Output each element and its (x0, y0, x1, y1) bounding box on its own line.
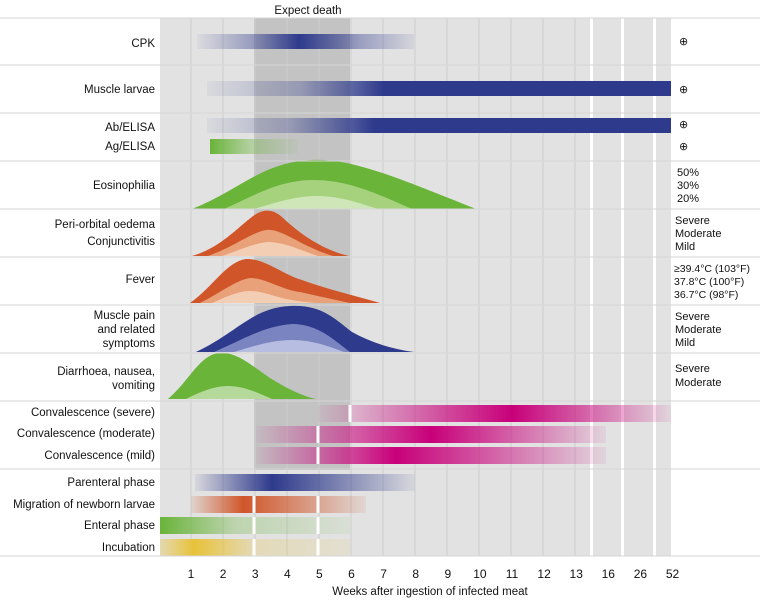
right-label: 20% (677, 193, 699, 205)
axis-break (653, 18, 656, 556)
x-tick-label: 9 (444, 567, 451, 581)
row-separators (0, 17, 760, 557)
gi-areas (168, 352, 316, 399)
x-tick-label: 12 (537, 567, 551, 581)
right-label: ⊕ (679, 36, 688, 48)
row-label: Diarrhoea, nausea, (57, 366, 155, 378)
row-label: Muscle larvae (84, 84, 155, 96)
convalescence-mild-bar (256, 447, 606, 464)
cpk-bar (197, 34, 414, 49)
row-label: Parenteral phase (67, 477, 155, 489)
row-label: symptoms (103, 338, 156, 350)
right-label: ⊕ (679, 141, 688, 153)
row-label: Ag/ELISA (105, 141, 155, 153)
right-label: ⊕ (679, 84, 688, 96)
gi-severe-area (168, 352, 316, 399)
right-label: Moderate (675, 228, 721, 240)
parenteral-phase-bar (195, 474, 415, 491)
migration-larvae-bar (191, 496, 366, 513)
x-tick-label: 11 (506, 567, 519, 581)
x-tick-label: 4 (284, 567, 291, 581)
row-label: Muscle pain (94, 310, 155, 322)
eosinophilia-20-area (254, 196, 378, 209)
right-label: Severe (675, 311, 710, 323)
axis-breaks (590, 18, 656, 556)
right-label: Severe (675, 215, 710, 227)
x-tick-label: 1 (188, 567, 195, 581)
right-label: 50% (677, 167, 699, 179)
right-labels: ⊕ ⊕ ⊕ ⊕ 50% 30% 20% Severe Moderate Mild… (674, 36, 750, 389)
fever-areas (190, 258, 380, 303)
row-label: Incubation (102, 542, 155, 554)
bar-separators (252, 405, 352, 556)
row-label: Fever (126, 274, 156, 286)
x-axis-ticks: 1 2 3 4 5 6 7 8 9 10 11 12 13 16 26 52 (188, 567, 680, 581)
eosinophilia-30-area (224, 180, 412, 209)
row-label: Enteral phase (84, 520, 155, 532)
x-tick-label: 7 (380, 567, 387, 581)
row-labels: CPK Muscle larvae Ab/ELISA Ag/ELISA Eosi… (13, 38, 156, 554)
x-tick-label: 2 (220, 567, 227, 581)
week-gridlines (190, 18, 576, 556)
row-label: and related (97, 324, 155, 336)
right-label: 36.7°C (98°F) (674, 289, 738, 301)
row-label: Convalescence (mild) (44, 450, 155, 462)
muscle-pain-mild-area (234, 340, 344, 352)
eosinophilia-areas (192, 159, 476, 209)
row-label: vomiting (112, 380, 155, 392)
fever-mild-area (212, 291, 320, 303)
x-axis-title: Weeks after ingestion of infected meat (332, 586, 528, 598)
right-label: ≥39.4°C (103°F) (674, 263, 750, 275)
right-label: 37.8°C (100°F) (674, 276, 744, 288)
convalescence-severe-bar (318, 405, 671, 422)
x-tick-label: 3 (252, 567, 259, 581)
ag-elisa-bar (210, 139, 298, 154)
row-label: Eosinophilia (93, 180, 156, 192)
periorbital-areas (192, 210, 349, 256)
row-label: Conjunctivitis (87, 236, 155, 248)
x-tick-label: 6 (348, 567, 355, 581)
x-tick-label: 8 (412, 567, 419, 581)
right-label: Moderate (675, 377, 721, 389)
x-tick-label: 5 (316, 567, 323, 581)
axis-break (590, 18, 593, 556)
x-tick-label: 10 (473, 567, 487, 581)
right-label: Mild (675, 337, 695, 349)
x-tick-label: 26 (634, 567, 648, 581)
convalescence-moderate-bar (256, 426, 606, 443)
row-label: Peri-orbital oedema (55, 219, 156, 231)
row-label: Convalescence (moderate) (17, 428, 155, 440)
row-label: CPK (131, 38, 155, 50)
gi-moderate-area (186, 386, 272, 399)
right-label: ⊕ (679, 119, 688, 131)
row-label: Ab/ELISA (105, 122, 155, 134)
right-label: Mild (675, 241, 695, 253)
right-label: Severe (675, 363, 710, 375)
right-label: 30% (677, 180, 699, 192)
periorbital-mild-area (222, 242, 318, 256)
x-tick-label: 52 (666, 567, 680, 581)
muscle-pain-areas (196, 305, 414, 352)
axis-break (621, 18, 624, 556)
chart-title: Expect death (274, 5, 341, 17)
row-label: Migration of newborn larvae (13, 499, 155, 511)
x-tick-label: 16 (602, 567, 616, 581)
row-label: Convalescence (severe) (31, 407, 155, 419)
right-label: Moderate (675, 324, 721, 336)
ab-elisa-bar (207, 118, 671, 133)
x-tick-label: 13 (570, 567, 584, 581)
muscle-larvae-bar (207, 81, 671, 96)
